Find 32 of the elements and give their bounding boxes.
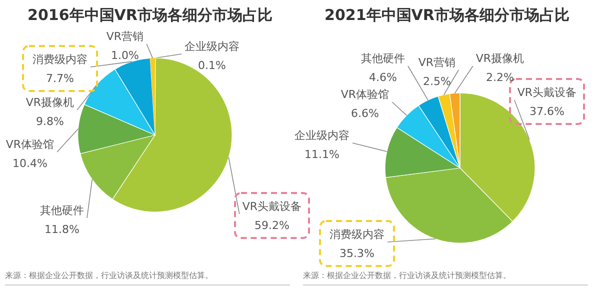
data-label: 35.3% (340, 247, 374, 260)
data-label: 7.7% (46, 72, 74, 85)
chart-title: 2021年中国VR市场各细分市场占比 (324, 6, 570, 24)
chart-title: 2016年中国VR市场各细分市场占比 (28, 6, 272, 24)
data-label: 1.0% (111, 49, 139, 62)
data-label: 6.6% (351, 107, 379, 120)
data-label: 11.1% (304, 148, 340, 161)
slice-label: 消费级内容 (330, 228, 384, 241)
source-note: 来源：根据企业公开数据，行业访谈及统计预测模型估算。 (5, 271, 213, 280)
slice-label: VR摄像机 (26, 96, 74, 109)
slice-label: VR摄像机 (476, 52, 524, 65)
data-label: 2.5% (423, 75, 451, 88)
slice-label: 消费级内容 (32, 53, 88, 66)
data-label: 37.6% (530, 105, 564, 118)
data-label: 10.4% (12, 157, 48, 170)
data-label: 4.6% (369, 71, 397, 84)
slice-label: VR营销 (418, 56, 456, 69)
data-label: 59.2% (254, 219, 290, 232)
slice-label: VR头戴设备 (242, 200, 302, 213)
slice-label: 企业级内容 (294, 129, 350, 142)
slice-label: VR体验馆 (6, 138, 54, 151)
data-label: 11.8% (44, 223, 80, 236)
data-label: 2.2% (486, 71, 514, 84)
slice-label: 其他硬件 (361, 52, 405, 65)
slice-label: 企业级内容 (184, 40, 240, 53)
source-note: 来源：根据企业公开数据，行业访谈及统计预测模型估算。 (303, 271, 511, 280)
data-label: 0.1% (198, 59, 226, 72)
data-label: 9.8% (36, 115, 64, 128)
slice-label: VR头戴设备 (517, 86, 577, 99)
slice-label: VR营销 (106, 30, 144, 43)
slice-label: 其他硬件 (40, 204, 84, 217)
slice-label: VR体验馆 (340, 88, 390, 101)
